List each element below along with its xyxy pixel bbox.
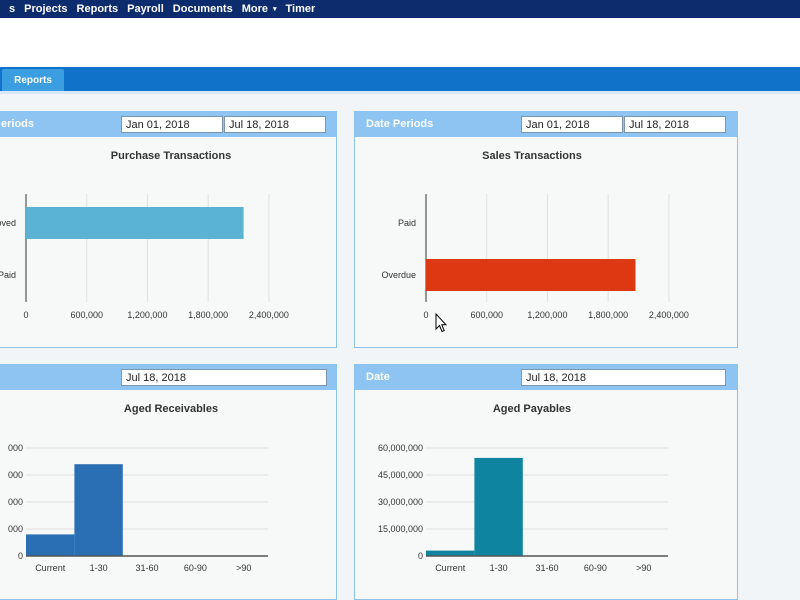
- y-tick-label: 45,000,000: [378, 470, 423, 480]
- x-tick-label: 600,000: [70, 310, 103, 320]
- y-category-label: Overdue: [381, 270, 416, 280]
- y-category-label: Paid: [0, 270, 16, 280]
- bar: [26, 534, 75, 556]
- x-category-label: 1-30: [90, 563, 108, 573]
- nav-item-reports[interactable]: Reports: [76, 3, 119, 15]
- x-tick-label: 0: [23, 310, 28, 320]
- y-tick-label: 15,000,000: [378, 524, 423, 534]
- nav-item-projects[interactable]: Projects: [24, 3, 68, 15]
- panel-header-label: Date Periods: [366, 118, 434, 130]
- panel-header: Date Jul 18, 2018: [355, 365, 737, 390]
- x-category-label: 31-60: [135, 563, 158, 573]
- tab-reports[interactable]: Reports: [2, 69, 64, 91]
- x-category-label: Current: [435, 563, 466, 573]
- aged-payables-chart: 0 15,000,000 30,000,000 45,000,000 60,000,00…: [378, 443, 668, 573]
- y-tick-label: 60,000,000: [378, 443, 423, 453]
- purchase-transactions-chart: 0 600,000 1,200,000 1,800,000 2,400,000 roved…: [0, 194, 289, 320]
- chart-title: Purchase Transactions: [110, 150, 232, 162]
- tab-bar-divider: [0, 91, 800, 94]
- y-tick-label: 000: [8, 470, 23, 480]
- panel-header-label: Date: [366, 371, 390, 383]
- date-to-input[interactable]: Jul 18, 2018: [624, 116, 726, 133]
- y-category-label: Paid: [398, 218, 416, 228]
- panel-header: Date Periods Jan 01, 2018 Jul 18, 2018: [355, 112, 737, 137]
- y-tick-label: 000: [8, 443, 23, 453]
- bar: [426, 550, 475, 556]
- x-tick-label: 1,200,000: [127, 310, 167, 320]
- y-tick-label: 30,000,000: [378, 497, 423, 507]
- x-tick-label: 1,800,000: [588, 310, 628, 320]
- y-tick-label: 0: [18, 551, 23, 561]
- bar: [26, 207, 244, 239]
- nav-item-timer[interactable]: Timer: [285, 3, 316, 15]
- aged-receivables-panel: Jul 18, 2018 Aged Receivables 0 000 000 000…: [0, 364, 337, 600]
- sales-transactions-chart: 0 600,000 1,200,000 1,800,000 2,400,000 Paid O…: [381, 194, 689, 320]
- panel-header: eriods Jan 01, 2018 Jul 18, 2018: [0, 112, 336, 137]
- aged-payables-panel: Date Jul 18, 2018 Aged Payables 0 15,000,…: [354, 364, 738, 600]
- x-tick-label: 2,400,000: [249, 310, 289, 320]
- panel-header-label: eriods: [1, 118, 35, 130]
- mouse-cursor-icon: [435, 313, 447, 333]
- date-to-input[interactable]: Jul 18, 2018: [224, 116, 326, 133]
- date-input[interactable]: Jul 18, 2018: [121, 369, 327, 386]
- sales-transactions-panel: Date Periods Jan 01, 2018 Jul 18, 2018 S…: [354, 111, 738, 348]
- date-input[interactable]: Jul 18, 2018: [521, 369, 726, 386]
- x-tick-label: 2,400,000: [649, 310, 689, 320]
- y-tick-label: 000: [8, 497, 23, 507]
- y-category-label: roved: [0, 218, 16, 228]
- y-tick-label: 0: [418, 551, 423, 561]
- nav-item-more[interactable]: More ▾: [242, 3, 277, 15]
- header-blank-area: [0, 18, 800, 67]
- tab-bar: Reports: [0, 67, 800, 91]
- date-from-input[interactable]: Jan 01, 2018: [121, 116, 223, 133]
- chart-title: Aged Payables: [492, 403, 572, 415]
- x-category-label: 1-30: [490, 563, 508, 573]
- bar: [426, 259, 636, 291]
- x-category-label: 31-60: [535, 563, 558, 573]
- chart-title: Sales Transactions: [482, 150, 582, 162]
- x-category-label: 60-90: [584, 563, 607, 573]
- date-from-input[interactable]: Jan 01, 2018: [521, 116, 623, 133]
- purchase-transactions-panel: eriods Jan 01, 2018 Jul 18, 2018 Purchas…: [0, 111, 337, 348]
- x-tick-label: 1,200,000: [527, 310, 567, 320]
- top-nav-bar: s Projects Reports Payroll Documents Mor…: [0, 0, 800, 18]
- nav-item-truncated[interactable]: s: [9, 3, 16, 15]
- bar: [74, 464, 123, 556]
- nav-item-documents[interactable]: Documents: [172, 3, 233, 15]
- x-category-label: 60-90: [184, 563, 207, 573]
- nav-item-payroll[interactable]: Payroll: [127, 3, 164, 15]
- x-category-label: >90: [636, 563, 651, 573]
- bar: [474, 457, 523, 556]
- x-category-label: >90: [236, 563, 251, 573]
- x-tick-label: 1,800,000: [188, 310, 228, 320]
- chart-title: Aged Receivables: [123, 403, 219, 415]
- x-tick-label: 600,000: [470, 310, 503, 320]
- chevron-down-icon: ▾: [272, 6, 277, 13]
- x-tick-label: 0: [423, 310, 428, 320]
- nav-item-more-label: More: [241, 3, 268, 15]
- y-tick-label: 000: [8, 524, 23, 534]
- panel-header: Jul 18, 2018: [0, 365, 336, 390]
- x-category-label: Current: [35, 563, 66, 573]
